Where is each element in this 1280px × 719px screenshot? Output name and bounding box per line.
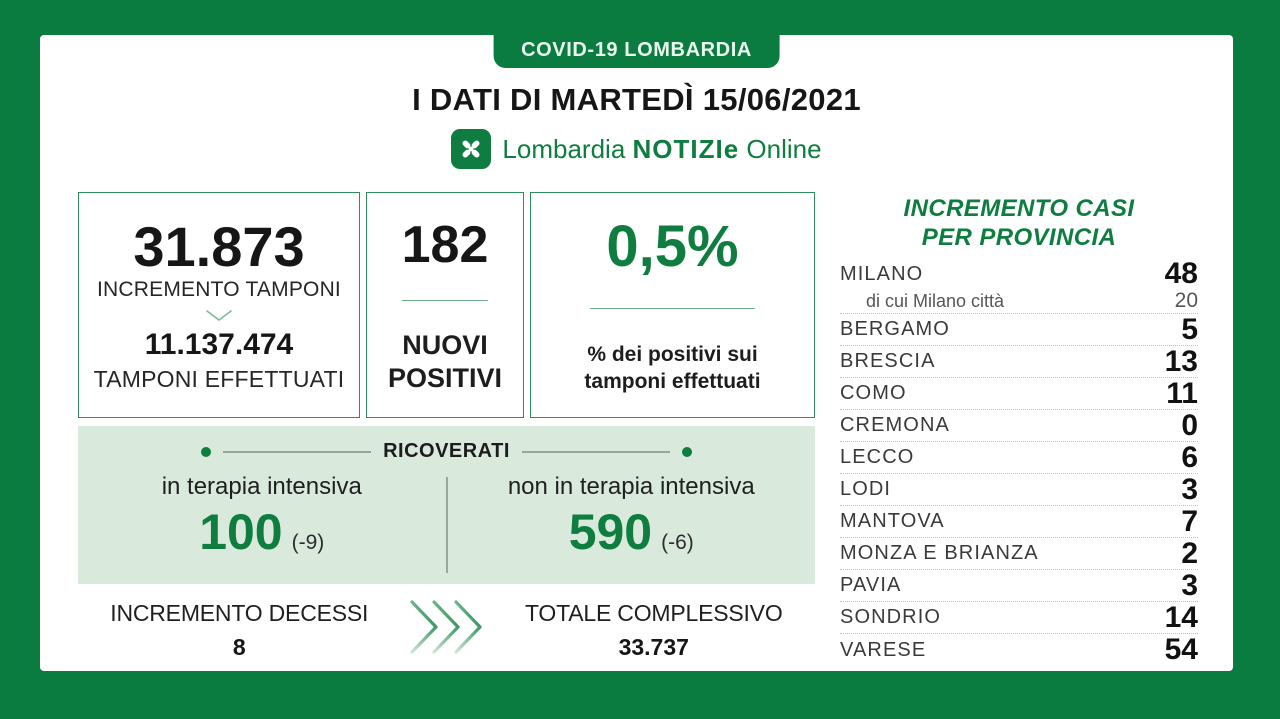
terapia-intensiva-value: 100 [199, 504, 283, 560]
province-name: MANTOVA [840, 510, 945, 532]
province-row-brescia: BRESCIA 13 [840, 346, 1198, 378]
province-sub-name: di cui Milano città [866, 290, 1005, 311]
totale-complessivo-value: 33.737 [618, 634, 689, 660]
province-row-monza-e-brianza: MONZA E BRIANZA 2 [840, 538, 1198, 570]
tamponi-increment-value: 31.873 [133, 214, 305, 278]
province-column: INCREMENTO CASI PER PROVINCIA MILANO 48 … [840, 192, 1198, 666]
divider [589, 307, 756, 309]
province-name: MONZA E BRIANZA [840, 542, 1039, 564]
terapia-intensiva-label: in terapia intensiva [161, 473, 362, 500]
bullet-dot-icon [201, 446, 212, 457]
bullet-dot-icon [681, 446, 692, 457]
province-row-bergamo: BERGAMO 5 [840, 314, 1198, 346]
logo-text: Lombardia NOTIZIe Online [502, 134, 821, 165]
percent-positivi-value: 0,5% [606, 214, 739, 279]
province-row-cremona: CREMONA 0 [840, 410, 1198, 442]
province-value: 54 [1164, 633, 1198, 666]
nuovi-positivi-box: 182 NUOVI POSITIVI [366, 192, 524, 418]
province-value: 5 [1181, 312, 1198, 346]
province-row-varese: VARESE 54 [840, 634, 1198, 666]
province-title-line2: PER PROVINCIA [921, 224, 1117, 251]
province-title: INCREMENTO CASI PER PROVINCIA [840, 192, 1198, 252]
province-row-pavia: PAVIA 3 [840, 570, 1198, 602]
province-row-como: COMO 11 [840, 378, 1198, 410]
ricoverati-header: RICOVERATI [78, 440, 815, 463]
province-sub-value: 20 [1174, 289, 1198, 312]
non-terapia-intensiva-label: non in terapia intensiva [507, 473, 755, 500]
province-subrow-milano-citta: di cui Milano città 20 [840, 289, 1198, 314]
province-row-milano: MILANO 48 [840, 259, 1198, 289]
ricoverati-title: RICOVERATI [383, 440, 510, 462]
non-terapia-intensiva-delta: (-6) [661, 531, 694, 554]
divider [401, 299, 489, 301]
rosa-camuna-icon [451, 129, 492, 169]
content-area: 31.873 INCREMENTO TAMPONI 11.137.474 TAM… [78, 192, 1198, 666]
province-name: COMO [840, 382, 907, 404]
province-name: CREMONA [840, 414, 950, 436]
province-title-line1: INCREMENTO CASI [903, 195, 1135, 222]
incremento-decessi-value: 8 [232, 634, 246, 660]
logo-word-notizie: NOTIZIe [632, 133, 740, 164]
divider-line [521, 450, 670, 453]
tamponi-increment-label: INCREMENTO TAMPONI [97, 277, 341, 301]
province-name: PAVIA [840, 574, 902, 596]
page-title: I DATI DI MARTEDÌ 15/06/2021 [412, 82, 861, 117]
province-value: 48 [1164, 257, 1198, 290]
province-row-mantova: MANTOVA 7 [840, 506, 1198, 538]
province-row-lodi: LODI 3 [840, 474, 1198, 506]
logo-word-online: Online [746, 133, 822, 164]
province-name: SONDRIO [840, 606, 942, 628]
vertical-divider [445, 477, 448, 573]
header-badge: COVID-19 LOMBARDIA [493, 35, 780, 68]
stat-boxes: 31.873 INCREMENTO TAMPONI 11.137.474 TAM… [78, 192, 815, 418]
nuovi-positivi-label: NUOVI POSITIVI [387, 330, 503, 393]
province-value: 0 [1181, 408, 1198, 442]
province-row-sondrio: SONDRIO 14 [840, 602, 1198, 634]
province-row-lecco: LECCO 6 [840, 442, 1198, 474]
province-value: 13 [1164, 344, 1198, 378]
tamponi-total-label: TAMPONI EFFETTUATI [93, 365, 345, 392]
province-name: BRESCIA [840, 350, 936, 372]
province-value: 11 [1166, 376, 1198, 410]
province-name: MILANO [840, 262, 924, 285]
terapia-intensiva-block: in terapia intensiva 100 (-9) [78, 473, 446, 573]
province-value: 2 [1181, 536, 1198, 570]
non-terapia-intensiva-block: non in terapia intensiva 590 (-6) [448, 473, 816, 573]
ricoverati-section: RICOVERATI in terapia intensiva 100 (-9) [78, 426, 815, 584]
province-name: BERGAMO [840, 318, 950, 340]
tamponi-box: 31.873 INCREMENTO TAMPONI 11.137.474 TAM… [78, 192, 360, 418]
percent-positivi-label: % dei positivi sui tamponi effettuati [584, 343, 761, 393]
province-name: LECCO [840, 446, 915, 468]
logo-word-lombardia: Lombardia [502, 133, 626, 164]
infographic-panel: COVID-19 LOMBARDIA I DATI DI MARTEDÌ 15/… [40, 35, 1233, 671]
province-value: 6 [1181, 440, 1198, 474]
province-value: 14 [1164, 600, 1198, 634]
totale-complessivo-label: TOTALE COMPLESSIVO [524, 600, 783, 626]
province-value: 7 [1181, 504, 1198, 538]
province-value: 3 [1181, 568, 1198, 602]
province-value: 3 [1181, 472, 1198, 506]
province-name: VARESE [840, 638, 927, 661]
chevron-down-icon [206, 309, 232, 321]
decessi-row: INCREMENTO DECESSI 8 [78, 596, 815, 661]
percent-positivi-box: 0,5% % dei positivi sui tamponi effettua… [530, 192, 815, 418]
tamponi-total-value: 11.137.474 [144, 327, 294, 361]
ricoverati-body: in terapia intensiva 100 (-9) non in ter… [78, 473, 815, 573]
lombardia-notizie-logo: Lombardia NOTIZIe Online [40, 128, 1233, 170]
province-list: MILANO 48 di cui Milano città 20 BERGAMO… [840, 259, 1198, 666]
totale-complessivo-block: TOTALE COMPLESSIVO 33.737 [493, 596, 816, 661]
stats-column: 31.873 INCREMENTO TAMPONI 11.137.474 TAM… [78, 192, 815, 666]
non-terapia-intensiva-value: 590 [568, 504, 653, 560]
province-name: LODI [840, 478, 892, 500]
incremento-decessi-block: INCREMENTO DECESSI 8 [78, 596, 401, 661]
nuovi-positivi-value: 182 [401, 216, 489, 274]
terapia-intensiva-delta: (-9) [291, 531, 325, 554]
triple-chevron-right-icon [401, 596, 493, 658]
incremento-decessi-label: INCREMENTO DECESSI [110, 600, 369, 626]
divider-line [223, 450, 372, 453]
